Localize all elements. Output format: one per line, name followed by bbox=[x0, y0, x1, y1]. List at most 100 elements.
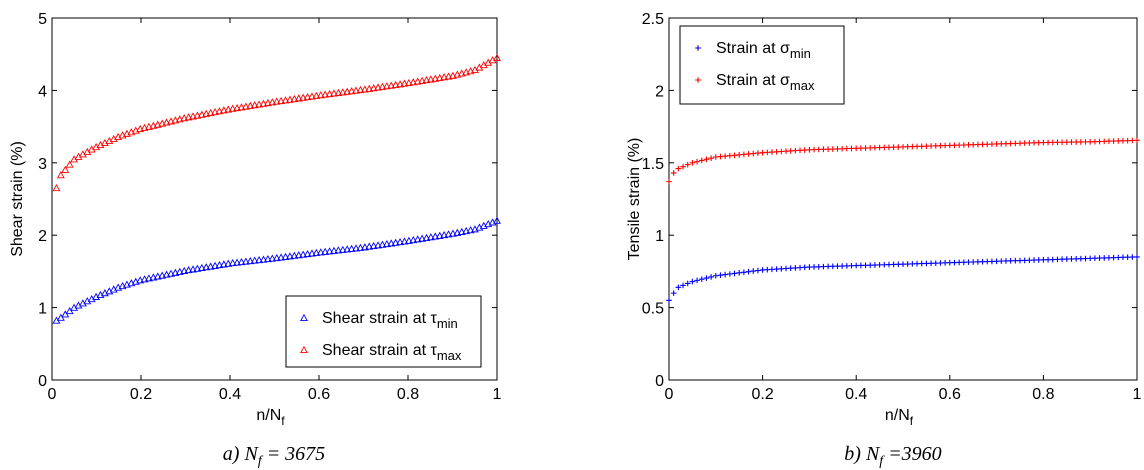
data-point bbox=[422, 76, 431, 84]
data-point bbox=[876, 144, 883, 151]
data-point bbox=[956, 259, 962, 266]
data-point bbox=[435, 231, 444, 239]
data-point bbox=[670, 170, 677, 176]
data-point bbox=[862, 262, 869, 269]
data-point bbox=[233, 103, 242, 112]
data-point bbox=[975, 141, 981, 148]
data-point bbox=[299, 93, 308, 101]
data-point bbox=[1054, 139, 1061, 146]
data-point bbox=[250, 101, 259, 109]
data-point bbox=[237, 258, 246, 266]
data-point bbox=[219, 260, 228, 268]
data-point bbox=[435, 73, 444, 82]
data-point bbox=[1017, 140, 1023, 147]
data-point bbox=[1068, 139, 1075, 145]
data-point bbox=[444, 72, 453, 80]
data-point bbox=[378, 82, 387, 90]
data-point bbox=[493, 53, 501, 61]
data-point bbox=[914, 143, 920, 150]
data-point bbox=[1007, 258, 1014, 264]
data-point bbox=[1120, 137, 1126, 144]
data-point bbox=[698, 157, 705, 164]
data-point bbox=[947, 142, 953, 149]
data-point bbox=[61, 310, 70, 318]
data-point bbox=[867, 262, 874, 268]
data-point bbox=[193, 111, 202, 119]
data-point bbox=[303, 93, 312, 101]
data-point bbox=[466, 226, 475, 234]
data-point bbox=[312, 91, 321, 99]
data-point bbox=[241, 257, 250, 265]
data-point bbox=[382, 82, 391, 90]
data-point bbox=[158, 271, 167, 279]
data-point bbox=[783, 265, 789, 272]
data-point bbox=[713, 154, 719, 160]
data-point bbox=[984, 141, 991, 148]
data-point bbox=[1106, 138, 1112, 145]
data-point bbox=[839, 263, 845, 269]
data-point bbox=[970, 259, 976, 265]
data-point bbox=[895, 261, 902, 268]
x-tick-label: 0 bbox=[48, 386, 57, 403]
data-point bbox=[294, 94, 303, 102]
data-point bbox=[895, 144, 902, 150]
data-point bbox=[741, 151, 747, 158]
data-point bbox=[193, 264, 202, 272]
data-point bbox=[259, 99, 268, 107]
data-point bbox=[202, 109, 211, 117]
data-point bbox=[325, 89, 334, 98]
data-point bbox=[1012, 140, 1019, 147]
data-point bbox=[426, 233, 435, 241]
data-point bbox=[369, 241, 378, 250]
data-point bbox=[272, 253, 281, 262]
data-point bbox=[783, 148, 789, 155]
data-point bbox=[255, 100, 264, 108]
data-point bbox=[167, 269, 175, 277]
data-point bbox=[1049, 256, 1056, 263]
data-point bbox=[365, 242, 374, 250]
data-point bbox=[1129, 137, 1136, 144]
data-point bbox=[778, 265, 785, 272]
x-axis-label: n/Nf bbox=[885, 407, 914, 428]
data-point bbox=[1101, 138, 1108, 145]
data-point bbox=[722, 153, 728, 159]
data-point bbox=[666, 297, 672, 304]
data-point bbox=[755, 150, 761, 156]
data-point bbox=[909, 143, 916, 150]
data-point bbox=[1115, 254, 1122, 261]
data-point bbox=[1035, 257, 1042, 263]
data-point bbox=[858, 145, 864, 151]
data-point bbox=[462, 226, 471, 235]
data-point bbox=[352, 244, 360, 252]
data-point bbox=[1040, 257, 1047, 263]
data-point bbox=[961, 259, 967, 266]
data-point bbox=[806, 146, 813, 153]
data-point bbox=[347, 87, 356, 95]
data-point bbox=[1035, 139, 1042, 146]
data-point bbox=[140, 275, 149, 283]
data-point bbox=[1134, 254, 1140, 260]
y-tick-label: 4 bbox=[38, 83, 47, 100]
data-point bbox=[338, 245, 347, 253]
data-point bbox=[727, 152, 733, 159]
data-point bbox=[741, 269, 747, 276]
series-min bbox=[666, 254, 1140, 304]
data-point bbox=[750, 150, 757, 157]
data-point bbox=[1096, 255, 1103, 261]
data-point bbox=[290, 251, 299, 259]
data-point bbox=[923, 143, 930, 149]
data-point bbox=[839, 145, 845, 152]
data-point bbox=[675, 165, 682, 172]
data-point bbox=[853, 262, 859, 269]
data-point bbox=[750, 268, 757, 274]
data-point bbox=[1040, 139, 1047, 146]
legend-marker bbox=[300, 313, 308, 322]
data-point bbox=[998, 141, 1005, 147]
data-point bbox=[825, 263, 831, 270]
data-point bbox=[975, 259, 981, 265]
data-point bbox=[316, 91, 325, 99]
y-tick-label: 0 bbox=[655, 373, 664, 390]
data-point bbox=[666, 178, 672, 185]
data-point bbox=[703, 156, 710, 163]
data-point bbox=[1078, 255, 1084, 262]
